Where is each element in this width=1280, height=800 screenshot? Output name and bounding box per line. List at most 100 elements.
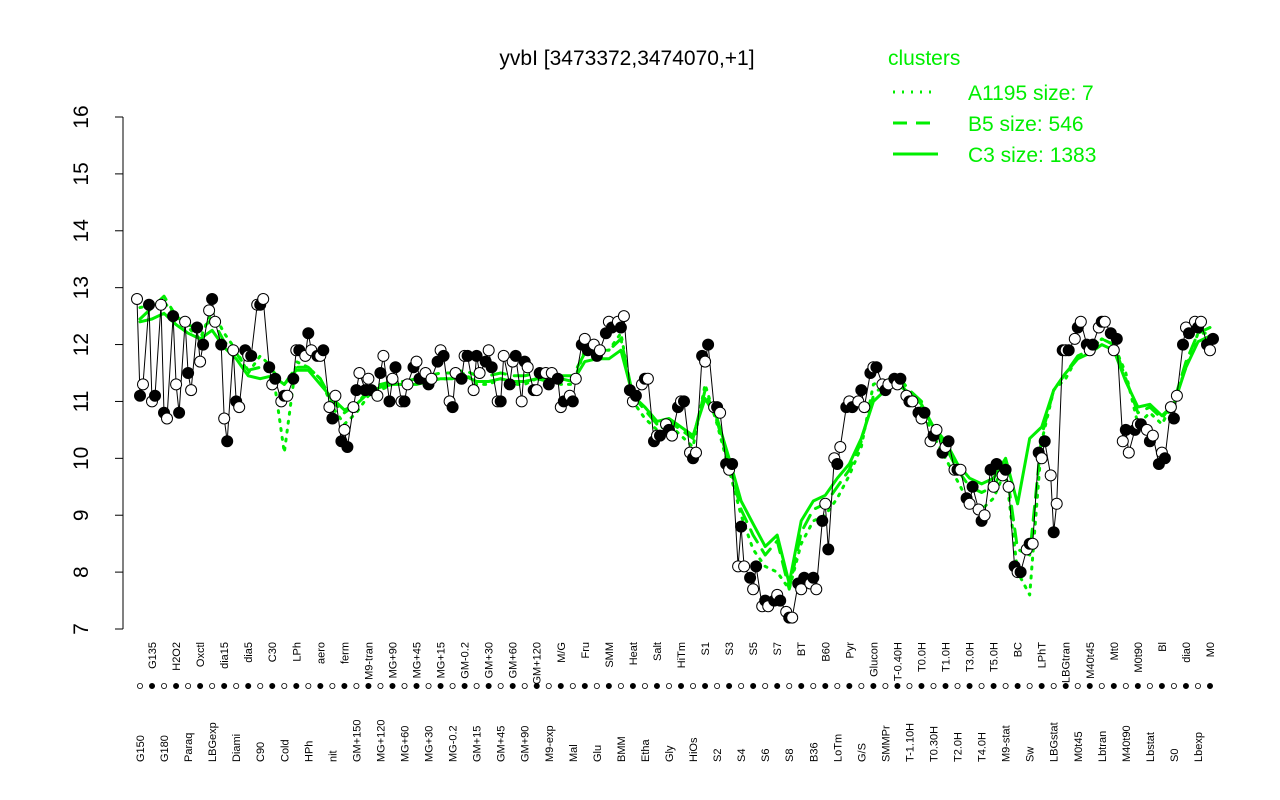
data-point [990, 458, 1003, 470]
x-marker [822, 683, 829, 690]
x-tick-label: LBGexp [207, 722, 219, 762]
data-point [485, 361, 498, 374]
data-point [870, 361, 883, 374]
data-point [1170, 389, 1183, 402]
x-tick-label: M/G [556, 642, 568, 663]
data-point [750, 560, 763, 573]
data-point [245, 349, 258, 362]
data-point [281, 389, 294, 402]
data-point [566, 395, 579, 408]
data-point [569, 372, 582, 385]
data-point [263, 361, 276, 374]
x-marker [762, 683, 769, 690]
x-marker [509, 683, 516, 690]
data-point [942, 435, 955, 448]
chart-title: yvbI [3473372,3474070,+1] [499, 47, 754, 70]
x-tick-label: S5 [748, 642, 760, 655]
data-point [377, 349, 390, 362]
x-marker [1146, 683, 1153, 690]
data-point [855, 384, 868, 397]
data-point [747, 583, 760, 596]
data-point [143, 298, 155, 311]
legend-label: C3 size: 1383 [968, 144, 1096, 167]
x-marker [605, 683, 612, 690]
x-tick-label: M9-exp [544, 725, 556, 762]
data-point [593, 344, 606, 357]
x-tick-label: Salt [652, 642, 664, 661]
data-point [735, 520, 748, 533]
data-point [1098, 315, 1111, 328]
x-marker [413, 683, 420, 690]
x-marker [233, 683, 240, 690]
x-marker [1134, 683, 1141, 690]
x-tick-label: Paraq [183, 733, 195, 762]
data-point [170, 378, 183, 391]
data-point [966, 480, 979, 493]
plot-area [131, 293, 1219, 624]
data-point [1164, 401, 1177, 414]
x-marker [978, 683, 985, 690]
x-marker [726, 683, 733, 690]
data-point [1122, 446, 1135, 459]
data-point [978, 509, 991, 522]
x-tick-label: C30 [267, 642, 279, 662]
x-marker [1074, 683, 1081, 690]
x-marker [750, 683, 757, 690]
x-tick-label: S6 [760, 749, 772, 762]
x-tick-label: LPh [291, 642, 303, 662]
x-tick-label: LPhT [1037, 642, 1049, 669]
x-tick-label: BC [1013, 642, 1025, 657]
x-marker [473, 683, 480, 690]
data-point [425, 372, 438, 385]
x-tick-label: Oxctl [195, 642, 207, 667]
x-tick-label: LoTm [832, 734, 844, 762]
x-marker [401, 683, 408, 690]
data-point [521, 361, 534, 374]
data-point [1116, 435, 1129, 448]
data-point [1038, 435, 1051, 448]
x-marker [1086, 683, 1093, 690]
legend-title: clusters [888, 47, 960, 70]
x-tick-label: aero [315, 642, 327, 664]
x-tick-label: GM+90 [520, 726, 532, 762]
data-point [1047, 526, 1060, 539]
data-point [191, 321, 204, 334]
x-marker [425, 683, 432, 690]
data-point [134, 389, 146, 402]
x-marker [1170, 683, 1177, 690]
x-tick-label: Lbexp [1193, 732, 1205, 762]
x-marker [197, 683, 204, 690]
data-point [206, 293, 219, 305]
x-tick-label: MG+90 [387, 642, 399, 678]
x-tick-label: Pyr [844, 642, 856, 659]
x-tick-label: nit [327, 750, 339, 762]
x-marker [521, 683, 528, 690]
data-point [954, 463, 967, 476]
data-point [1044, 469, 1057, 482]
data-point [173, 406, 186, 419]
x-tick-label: B60 [820, 642, 832, 662]
x-marker [533, 683, 540, 690]
x-marker [1194, 683, 1201, 690]
data-point [131, 293, 143, 305]
x-marker [665, 683, 672, 690]
data-point [699, 355, 712, 368]
x-marker [245, 683, 252, 690]
data-point [386, 372, 399, 385]
x-tick-label: Glu [592, 745, 604, 762]
x-tick-label: GM+15 [472, 726, 484, 762]
x-tick-label: T0.30H [928, 726, 940, 762]
x-tick-label: T-0.40H [892, 642, 904, 681]
x-tick-label: GM+30 [484, 642, 496, 678]
x-marker [641, 683, 648, 690]
x-marker [173, 683, 180, 690]
data-point [774, 594, 787, 607]
data-point [987, 480, 1000, 493]
data-point [963, 497, 976, 510]
x-marker [1062, 683, 1069, 690]
x-tick-label: C90 [255, 742, 267, 762]
y-tick-label: 13 [70, 276, 93, 299]
data-point [999, 463, 1012, 476]
data-point [182, 367, 195, 379]
